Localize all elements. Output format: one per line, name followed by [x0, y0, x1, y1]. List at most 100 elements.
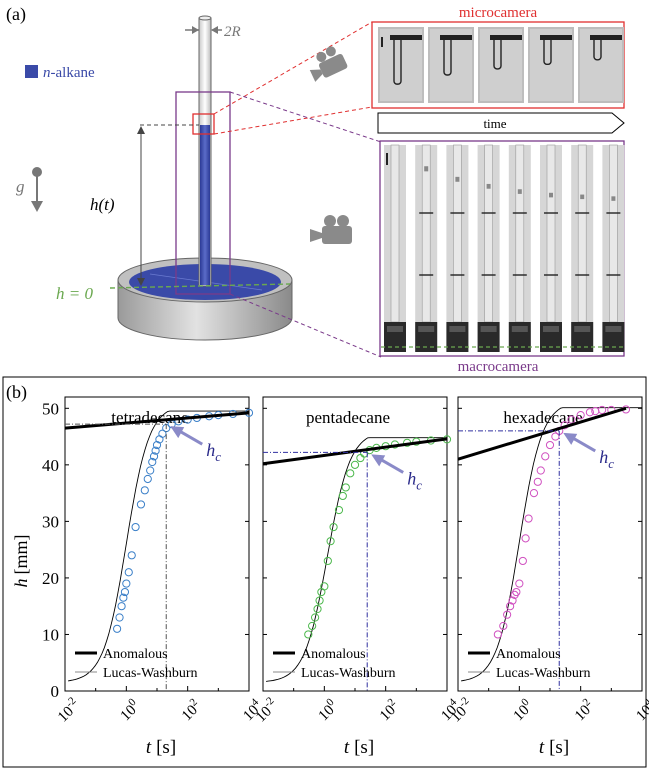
x-tick-label: 10-2 — [446, 695, 477, 726]
macro-region-box — [175, 91, 231, 295]
data-point — [524, 514, 533, 523]
data-point — [536, 466, 545, 475]
gravity-arrowhead — [31, 201, 43, 212]
data-point — [113, 624, 122, 633]
macro-frame — [508, 144, 531, 352]
macro-frame — [477, 144, 500, 352]
data-point — [149, 452, 159, 461]
anomalous-line — [457, 406, 627, 461]
data-point — [143, 474, 152, 484]
legend-lw-label: Lucas-Washburn — [496, 666, 591, 681]
zero-label: h = 0 — [56, 284, 93, 303]
micro-frame — [428, 27, 474, 103]
data-point — [127, 551, 136, 560]
data-point — [350, 460, 360, 469]
hc-arrowhead — [563, 432, 578, 445]
legend-swatch — [25, 65, 38, 78]
height-label: h(t) — [90, 195, 115, 214]
data-point — [117, 602, 126, 611]
data-point — [515, 579, 524, 588]
x-tick-label: 104 — [436, 696, 464, 724]
macro-frame — [602, 144, 625, 352]
data-point — [146, 466, 155, 475]
y-tick-label: 50 — [42, 399, 59, 418]
legend-lw-label: Lucas-Washburn — [103, 666, 198, 681]
legend-anomalous-label: Anomalous — [301, 647, 366, 662]
data-point — [158, 429, 167, 438]
hc-label: hc — [407, 468, 422, 492]
data-point — [329, 522, 338, 532]
data-point — [308, 621, 317, 631]
panel-b-border — [2, 376, 647, 768]
macrocamera-strip — [384, 144, 625, 352]
height-arrowhead-top — [137, 126, 145, 134]
legend-anomalous-label: Anomalous — [103, 647, 168, 662]
macro-frame — [540, 144, 562, 352]
data-point — [512, 587, 521, 597]
legend-label: n-alkane — [43, 65, 95, 81]
data-point — [499, 621, 508, 631]
data-point — [493, 630, 502, 639]
macrocamera-icon — [310, 215, 352, 244]
data-point — [529, 489, 539, 498]
y-tick-label: 0 — [51, 682, 60, 701]
hc-arrowhead — [170, 426, 185, 439]
hc-arrowhead — [371, 454, 386, 467]
plot-frame — [457, 396, 643, 692]
data-point — [119, 593, 128, 602]
data-point — [576, 410, 585, 420]
data-point — [120, 587, 130, 597]
x-tick-label: 100 — [314, 696, 342, 724]
y-tick-label: 10 — [42, 625, 59, 644]
x-tick-label: 100 — [116, 696, 144, 724]
data-point — [315, 596, 324, 605]
data-point — [326, 537, 335, 546]
data-point — [320, 582, 329, 591]
y-tick-label: 30 — [42, 512, 59, 531]
micro-frame — [378, 27, 424, 103]
macro-frame — [384, 144, 406, 352]
micro-frame — [528, 27, 574, 103]
hc-label: hc — [599, 447, 614, 471]
data-point — [338, 491, 347, 501]
panel-a-label: (a) — [6, 4, 26, 25]
anomalous-line — [64, 411, 250, 430]
data-point — [341, 483, 350, 492]
x-tick-label: 100 — [509, 696, 537, 724]
data-point — [346, 469, 355, 478]
x-axis-label: t [s] — [539, 737, 569, 758]
liquid-column — [200, 125, 210, 285]
data-point — [122, 579, 131, 588]
micro-frame — [478, 27, 524, 103]
plot-title: pentadecane — [306, 408, 390, 427]
macrocamera-label: macrocamera — [458, 359, 539, 375]
legend-anomalous-label: Anomalous — [496, 647, 561, 662]
macro-frame — [571, 144, 594, 352]
data-point — [585, 408, 594, 417]
data-point — [567, 415, 576, 424]
x-tick-label: 102 — [177, 696, 205, 724]
data-point — [518, 556, 527, 566]
data-point — [521, 534, 530, 543]
panel-b-label: (b) — [6, 382, 27, 403]
plot-hexadecane: 10-2 100 102 104hexadecanehcAnomalousLucas-… — [446, 396, 649, 758]
micro-region-box — [192, 113, 215, 135]
height-arrowhead-bottom — [137, 278, 145, 286]
plot-frame — [64, 396, 250, 692]
data-point — [304, 630, 313, 639]
data-point — [551, 432, 560, 441]
data-point — [115, 613, 124, 622]
gravity-label: g — [16, 177, 25, 196]
data-point — [131, 522, 140, 532]
x-axis-label: t [s] — [146, 737, 176, 758]
data-point — [541, 452, 550, 461]
y-tick-label: 20 — [42, 569, 59, 588]
data-point — [533, 477, 542, 486]
data-point — [148, 457, 157, 467]
hc-label: hc — [206, 440, 221, 464]
macro-frame — [415, 144, 438, 352]
plot-pentadecane: 10-2 100 102 104pentadecanehcAnomalousLucas… — [253, 396, 464, 758]
micro-projection-bottom — [213, 106, 373, 135]
macro-projection-top — [229, 91, 382, 143]
